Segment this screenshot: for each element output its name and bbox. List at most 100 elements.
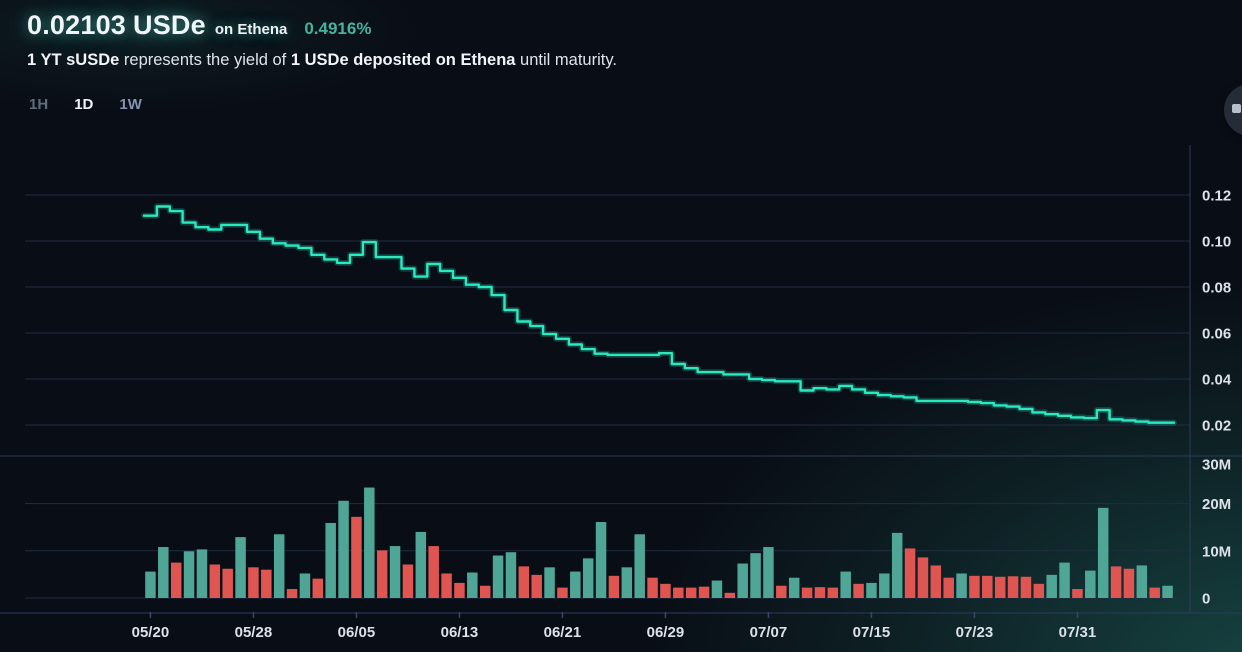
volume-bar[interactable]	[763, 547, 774, 598]
price-axis-tick-label: 0.10	[1202, 234, 1231, 251]
volume-bar[interactable]	[248, 567, 259, 598]
volume-bars	[145, 487, 1173, 598]
volume-bar[interactable]	[1033, 583, 1045, 598]
x-axis-tick-label: 07/15	[853, 624, 891, 641]
volume-bar[interactable]	[209, 564, 221, 598]
volume-bar[interactable]	[145, 571, 156, 598]
volume-bar[interactable]	[441, 573, 452, 598]
volume-bar[interactable]	[917, 557, 929, 598]
volume-bar[interactable]	[222, 568, 233, 598]
description-term-yt: 1 YT sUSDe	[27, 51, 120, 69]
volume-bar[interactable]	[531, 574, 542, 598]
volume-bar[interactable]	[570, 571, 581, 598]
volume-bar[interactable]	[711, 580, 723, 598]
volume-bar[interactable]	[505, 552, 517, 598]
volume-bar[interactable]	[1072, 589, 1083, 598]
volume-bar[interactable]	[299, 573, 311, 598]
volume-bar[interactable]	[428, 546, 439, 598]
volume-bar[interactable]	[1007, 576, 1019, 598]
volume-bar[interactable]	[776, 585, 787, 598]
volume-bar[interactable]	[801, 587, 813, 598]
volume-bar[interactable]	[312, 578, 324, 598]
volume-bar[interactable]	[904, 548, 916, 598]
volume-bar[interactable]	[402, 564, 414, 598]
volume-bar[interactable]	[608, 575, 620, 598]
volume-bar[interactable]	[582, 558, 594, 598]
x-axis-labels: 05/20 05/28 06/05 06/13 06/21 06/29 07/07 07/15…	[132, 612, 1097, 641]
volume-bar[interactable]	[698, 586, 710, 598]
market-header: 0.02103 USDe on Ethena 0.4916% 1 YT sUSD…	[27, 10, 617, 70]
volume-bar[interactable]	[994, 576, 1006, 598]
volume-bar[interactable]	[969, 575, 980, 598]
volume-bar[interactable]	[943, 577, 954, 598]
volume-bar[interactable]	[158, 547, 169, 598]
volume-bar[interactable]	[479, 585, 491, 598]
volume-bar[interactable]	[196, 549, 208, 598]
tab-1w[interactable]: 1W	[113, 94, 148, 115]
volume-bar[interactable]	[956, 573, 967, 598]
volume-bar[interactable]	[364, 487, 375, 598]
volume-bar[interactable]	[557, 587, 568, 598]
volume-bar[interactable]	[286, 589, 298, 598]
volume-bar[interactable]	[454, 582, 465, 598]
volume-bar[interactable]	[518, 566, 530, 598]
volume-bar[interactable]	[1097, 507, 1109, 598]
volume-bar[interactable]	[1020, 576, 1032, 598]
floating-widget-button[interactable]	[1224, 84, 1242, 136]
volume-bar[interactable]	[685, 587, 697, 598]
volume-bar[interactable]	[621, 567, 633, 598]
tab-1h[interactable]: 1H	[23, 94, 54, 115]
volume-bar[interactable]	[1162, 585, 1173, 598]
volume-bar[interactable]	[827, 587, 839, 598]
volume-bar[interactable]	[866, 582, 877, 598]
volume-bar[interactable]	[750, 553, 761, 598]
volume-bar[interactable]	[737, 563, 748, 598]
token-price: 0.02103	[27, 10, 126, 40]
volume-bar[interactable]	[595, 522, 607, 598]
volume-bar[interactable]	[1110, 566, 1122, 598]
volume-bar[interactable]	[376, 550, 388, 598]
price-axis-tick-label: 0.12	[1202, 188, 1231, 205]
volume-bar[interactable]	[840, 571, 851, 598]
volume-bar[interactable]	[814, 587, 826, 598]
volume-bar[interactable]	[982, 575, 993, 598]
volume-bar[interactable]	[891, 532, 903, 598]
volume-axis-tick-label: 20M	[1202, 496, 1231, 513]
token-symbol: USDe	[133, 10, 206, 40]
volume-bar[interactable]	[647, 577, 658, 598]
volume-bar[interactable]	[389, 546, 401, 598]
volume-bar[interactable]	[930, 565, 942, 598]
tab-1d[interactable]: 1D	[68, 94, 99, 115]
volume-bar[interactable]	[1136, 565, 1148, 598]
volume-bar[interactable]	[788, 577, 800, 598]
volume-bar[interactable]	[673, 587, 684, 598]
volume-bar[interactable]	[1123, 568, 1135, 598]
volume-bar[interactable]	[492, 555, 504, 598]
x-axis-tick-label: 06/05	[338, 624, 376, 641]
volume-bar[interactable]	[235, 537, 246, 598]
x-axis-tick-label: 07/23	[956, 624, 994, 641]
volume-bar[interactable]	[170, 562, 182, 598]
volume-bar[interactable]	[724, 592, 736, 598]
volume-bar[interactable]	[273, 534, 285, 598]
volume-bar[interactable]	[853, 583, 864, 598]
volume-bar[interactable]	[1059, 562, 1070, 598]
volume-bar[interactable]	[325, 522, 336, 598]
volume-bar[interactable]	[261, 569, 272, 598]
volume-bar[interactable]	[1085, 570, 1096, 598]
volume-bar[interactable]	[634, 534, 645, 598]
volume-bar[interactable]	[544, 567, 555, 598]
volume-bar[interactable]	[338, 500, 349, 598]
volume-bar[interactable]	[467, 572, 478, 598]
volume-bar[interactable]	[1149, 587, 1160, 598]
volume-bar[interactable]	[415, 531, 427, 598]
volume-bar[interactable]	[660, 583, 671, 598]
x-axis-tick-label: 05/28	[235, 624, 273, 641]
x-axis-tick-label: 07/31	[1059, 624, 1097, 641]
x-axis-tick-label: 06/13	[441, 624, 479, 641]
volume-bar[interactable]	[1046, 574, 1057, 598]
volume-bar[interactable]	[183, 551, 195, 598]
volume-bar[interactable]	[351, 516, 362, 598]
volume-bar[interactable]	[879, 573, 890, 598]
